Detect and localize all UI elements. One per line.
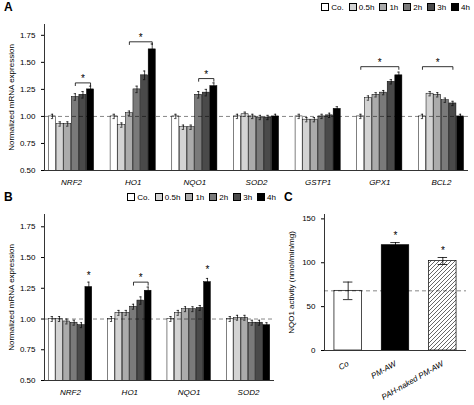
html-text:2h: 2h (219, 192, 229, 202)
svg-text:50: 50 (307, 302, 316, 311)
svg-text:*: * (139, 272, 143, 283)
svg-text:0: 0 (311, 346, 316, 355)
svg-text:NQO1 activity (nmol/min/mg): NQO1 activity (nmol/min/mg) (287, 231, 296, 334)
svg-text:1.75: 1.75 (20, 31, 36, 40)
html-text:1h: 1h (389, 2, 399, 12)
svg-text:0.50: 0.50 (20, 376, 36, 385)
svg-text:NQO1: NQO1 (178, 388, 201, 397)
svg-text:Co: Co (337, 359, 351, 372)
svg-text:*: * (378, 57, 382, 68)
svg-text:BCL2: BCL2 (431, 178, 452, 187)
svg-text:1.00: 1.00 (20, 112, 36, 121)
html-text:1h: 1h (195, 192, 205, 202)
svg-text:1.50: 1.50 (20, 58, 36, 67)
html-text:2h: 2h (413, 2, 423, 12)
svg-text:SOD2: SOD2 (246, 178, 268, 187)
html-text:3h: 3h (437, 2, 447, 12)
svg-text:1.00: 1.00 (20, 315, 36, 324)
html-text:0.5h: 0.5h (164, 192, 181, 202)
svg-text:*: * (436, 57, 440, 68)
svg-text:0.75: 0.75 (20, 139, 36, 148)
svg-text:SOD2: SOD2 (238, 388, 260, 397)
svg-text:1.25: 1.25 (20, 284, 36, 293)
svg-text:100: 100 (302, 258, 316, 267)
svg-text:HO1: HO1 (122, 388, 138, 397)
svg-text:NRF2: NRF2 (61, 178, 82, 187)
html-text:Co.: Co. (331, 2, 344, 12)
svg-text:PAH-naked PM-AW: PAH-naked PM-AW (380, 358, 446, 401)
svg-text:1.25: 1.25 (20, 85, 36, 94)
svg-text:GPX1: GPX1 (369, 178, 390, 187)
html-text:4h: 4h (267, 192, 276, 202)
svg-text:150: 150 (302, 214, 316, 223)
svg-text:*: * (394, 230, 398, 241)
svg-text:HO1: HO1 (125, 178, 141, 187)
svg-text:*: * (204, 69, 208, 80)
html-text:0.5h: 0.5h (358, 2, 375, 12)
html-text:C: C (284, 190, 293, 204)
svg-text:*: * (87, 270, 91, 281)
svg-text:1.50: 1.50 (20, 253, 36, 262)
svg-text:NRF2: NRF2 (60, 388, 81, 397)
svg-text:PM-AW: PM-AW (370, 358, 399, 380)
svg-text:NQO1: NQO1 (184, 178, 207, 187)
svg-text:*: * (206, 264, 210, 275)
svg-text:Normalized mRNA expression: Normalized mRNA expression (7, 44, 16, 151)
svg-text:*: * (81, 73, 85, 84)
svg-text:0.50: 0.50 (20, 166, 36, 175)
svg-text:1.75: 1.75 (20, 222, 36, 231)
svg-text:0.75: 0.75 (20, 345, 36, 354)
svg-text:*: * (441, 245, 445, 256)
html-text:A: A (4, 0, 13, 14)
html-text:Co.: Co. (137, 192, 150, 202)
svg-text:GSTP1: GSTP1 (305, 178, 331, 187)
html-text:4h: 4h (461, 2, 470, 12)
html-text:B: B (4, 190, 13, 204)
html-text:3h: 3h (243, 192, 253, 202)
svg-text:*: * (139, 32, 143, 43)
svg-text:Normalized mRNA expression: Normalized mRNA expression (7, 244, 16, 351)
